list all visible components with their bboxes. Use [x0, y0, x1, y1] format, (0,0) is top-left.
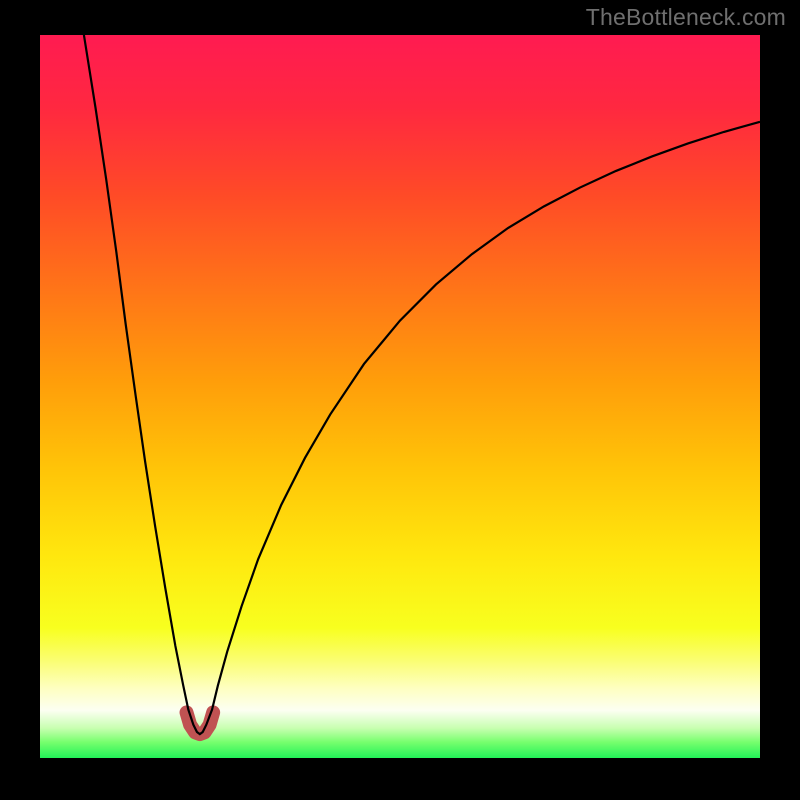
bottleneck-chart	[0, 0, 800, 800]
watermark-text: TheBottleneck.com	[586, 4, 786, 31]
plot-background	[40, 35, 760, 758]
